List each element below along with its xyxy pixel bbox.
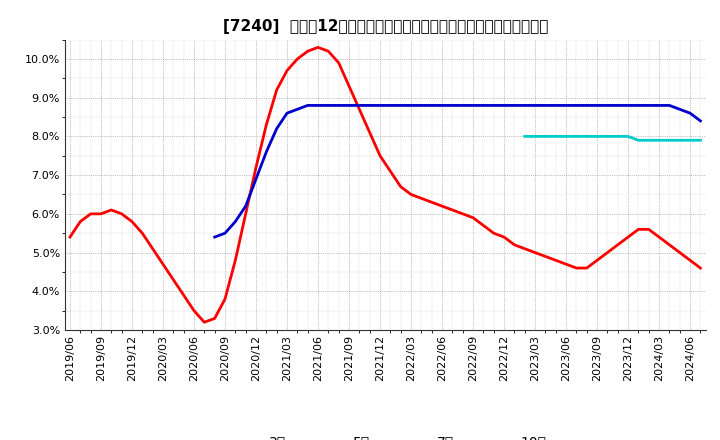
Legend: 3年, 5年, 7年, 10年: 3年, 5年, 7年, 10年	[218, 430, 552, 440]
Title: [7240]  売上高12か月移動合計の対前年同期増減率の標準偏差の推移: [7240] 売上高12か月移動合計の対前年同期増減率の標準偏差の推移	[222, 19, 548, 34]
